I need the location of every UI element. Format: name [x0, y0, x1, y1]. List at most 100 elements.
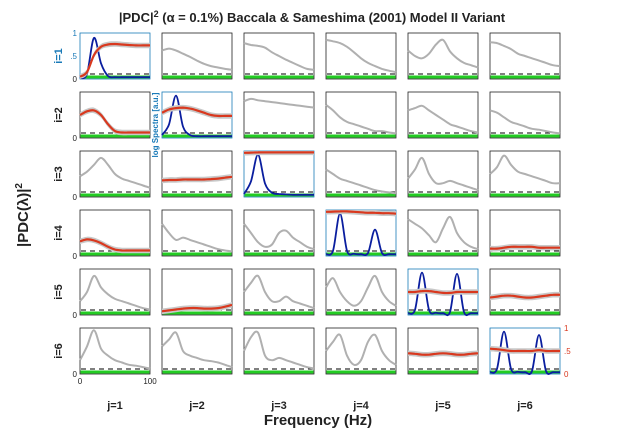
- subplot-frame: [408, 92, 478, 138]
- not-significant-band: [327, 371, 396, 374]
- not-significant-band: [409, 135, 478, 138]
- subplot-i2-j4: [326, 92, 396, 138]
- subplot-i1-j1: 0.51: [70, 29, 150, 84]
- not-significant-band: [163, 371, 232, 374]
- not-significant-band: [409, 371, 478, 374]
- subplot-i3-j5: [408, 151, 478, 197]
- subplot-frame: [244, 328, 314, 374]
- subplot-i2-j1: 0: [73, 92, 150, 143]
- not-significant-band: [327, 135, 396, 138]
- column-label: j=4: [352, 400, 369, 412]
- subplot-i6-j1: 00 100: [73, 328, 158, 386]
- subplot-i5-j1: 0: [73, 269, 150, 320]
- subplot-frame: [408, 151, 478, 197]
- subplot-i4-j4: [326, 210, 396, 256]
- not-significant-band: [163, 253, 232, 256]
- diagonal-ylabel: log Spectra [a.u.]: [151, 92, 160, 157]
- subplot-i2-j2: [162, 92, 232, 138]
- subplot-frame: [80, 269, 150, 315]
- y-tick-label: .5: [70, 52, 77, 61]
- subplot-i1-j4: [326, 33, 396, 79]
- subplot-i1-j5: [408, 33, 478, 79]
- not-significant-band: [491, 194, 560, 197]
- not-significant-band: [409, 76, 478, 79]
- not-significant-band: [491, 312, 560, 315]
- not-significant-band: [327, 312, 396, 315]
- subplot-i3-j1: 0: [73, 151, 150, 202]
- y-tick-label: 0: [73, 134, 78, 143]
- subplot-i5-j5: [408, 269, 478, 315]
- row-label: i=6: [53, 343, 65, 359]
- y-tick-label: 0: [73, 252, 78, 261]
- subplot-frame: [326, 151, 396, 197]
- subplot-i1-j3: [244, 33, 314, 79]
- y-axis-label: |PDC(λ)|2: [14, 183, 32, 247]
- x-tick-label: 100: [143, 377, 157, 386]
- subplot-i6-j5: [408, 328, 478, 374]
- column-label: j=2: [188, 400, 205, 412]
- right-y-tick-label: .5: [564, 347, 571, 356]
- not-significant-band: [245, 76, 314, 79]
- subplot-i4-j3: [244, 210, 314, 256]
- not-significant-band: [163, 194, 232, 197]
- row-label: i=4: [53, 224, 65, 240]
- subplot-i4-j5: [408, 210, 478, 256]
- subplot-i6-j3: [244, 328, 314, 374]
- subplot-i5-j2: [162, 269, 232, 315]
- subplot-i2-j3: [244, 92, 314, 138]
- row-label: i=1: [53, 48, 65, 64]
- subplot-i1-j6: [490, 33, 560, 79]
- subplot-frame: [162, 151, 232, 197]
- column-label: j=5: [434, 400, 451, 412]
- subplot-i4-j2: [162, 210, 232, 256]
- subplot-frame: [408, 210, 478, 256]
- not-significant-band: [327, 76, 396, 79]
- not-significant-band: [491, 135, 560, 138]
- subplot-i6-j2: [162, 328, 232, 374]
- subplot-i2-j6: [490, 92, 560, 138]
- y-tick-label: 1: [73, 29, 78, 38]
- column-label: j=1: [106, 400, 123, 412]
- row-label: i=5: [53, 284, 65, 300]
- subplot-i2-j5: [408, 92, 478, 138]
- y-tick-label: 0: [73, 193, 78, 202]
- row-label: i=3: [53, 166, 65, 182]
- x-tick-label: 0: [78, 377, 83, 386]
- subplot-i3-j2: [162, 151, 232, 197]
- subplot-i4-j1: 0: [73, 210, 150, 261]
- not-significant-band: [409, 253, 478, 256]
- not-significant-band: [245, 371, 314, 374]
- subplot-frame: [244, 269, 314, 315]
- subplot-i1-j2: [162, 33, 232, 79]
- y-tick-label: 0: [73, 75, 78, 84]
- chart-title: |PDC|2 (α = 0.1%) Baccala & Sameshima (2…: [119, 9, 506, 25]
- subplot-i4-j6: [490, 210, 560, 256]
- subplot-frame: [326, 269, 396, 315]
- not-significant-band: [81, 371, 150, 374]
- not-significant-band: [409, 194, 478, 197]
- row-label: i=2: [53, 107, 65, 123]
- x-axis-label: Frequency (Hz): [264, 412, 372, 429]
- not-significant-band: [81, 312, 150, 315]
- column-label: j=6: [516, 400, 533, 412]
- subplot-i5-j6: [490, 269, 560, 315]
- y-tick-label: 0: [73, 311, 78, 320]
- not-significant-band: [491, 253, 560, 256]
- subplot-i3-j6: [490, 151, 560, 197]
- not-significant-band: [491, 76, 560, 79]
- subplot-i5-j3: [244, 269, 314, 315]
- not-significant-band: [163, 76, 232, 79]
- not-significant-band: [245, 312, 314, 315]
- not-significant-band: [245, 135, 314, 138]
- subplot-i3-j3: [244, 151, 314, 197]
- subplot-i3-j4: [326, 151, 396, 197]
- subplot-frame: [244, 151, 314, 197]
- not-significant-band: [245, 253, 314, 256]
- not-significant-band: [327, 194, 396, 197]
- right-y-tick-label: 1: [564, 324, 569, 333]
- right-y-tick-label: 0: [564, 370, 569, 379]
- subplot-frame: [326, 33, 396, 79]
- subplot-i5-j4: [326, 269, 396, 315]
